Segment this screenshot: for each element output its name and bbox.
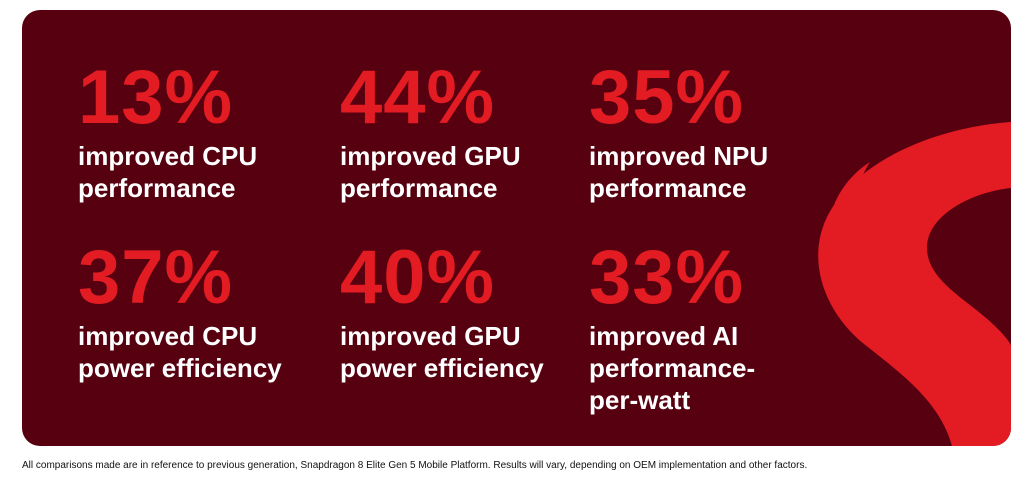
stats-card: 13% improved CPU performance 44% improve… [22,10,1011,446]
stat-label: improved GPU power efficiency [340,321,544,383]
stat-value: 13% [78,55,234,140]
stat-cpu-performance: 13% improved CPU performance [78,60,257,204]
stat-value: 40% [340,235,496,320]
stat-label: improved AI performance- per-watt [589,321,756,415]
stat-value: 35% [589,55,745,140]
stat-cpu-power-efficiency: 37% improved CPU power efficiency [78,240,282,384]
stat-label: improved CPU performance [78,141,258,203]
stat-ai-performance-per-watt: 33% improved AI performance- per-watt [589,240,755,416]
stat-label: improved GPU performance [340,141,521,203]
stat-label: improved CPU power efficiency [78,321,282,383]
footnote: All comparisons made are in reference to… [22,460,808,471]
stat-npu-performance: 35% improved NPU performance [589,60,768,204]
stat-value: 44% [340,55,496,140]
stat-value: 37% [78,235,234,320]
stat-gpu-performance: 44% improved GPU performance [340,60,521,204]
stat-gpu-power-efficiency: 40% improved GPU power efficiency [340,240,544,384]
stat-label: improved NPU performance [589,141,769,203]
stat-value: 33% [589,235,745,320]
